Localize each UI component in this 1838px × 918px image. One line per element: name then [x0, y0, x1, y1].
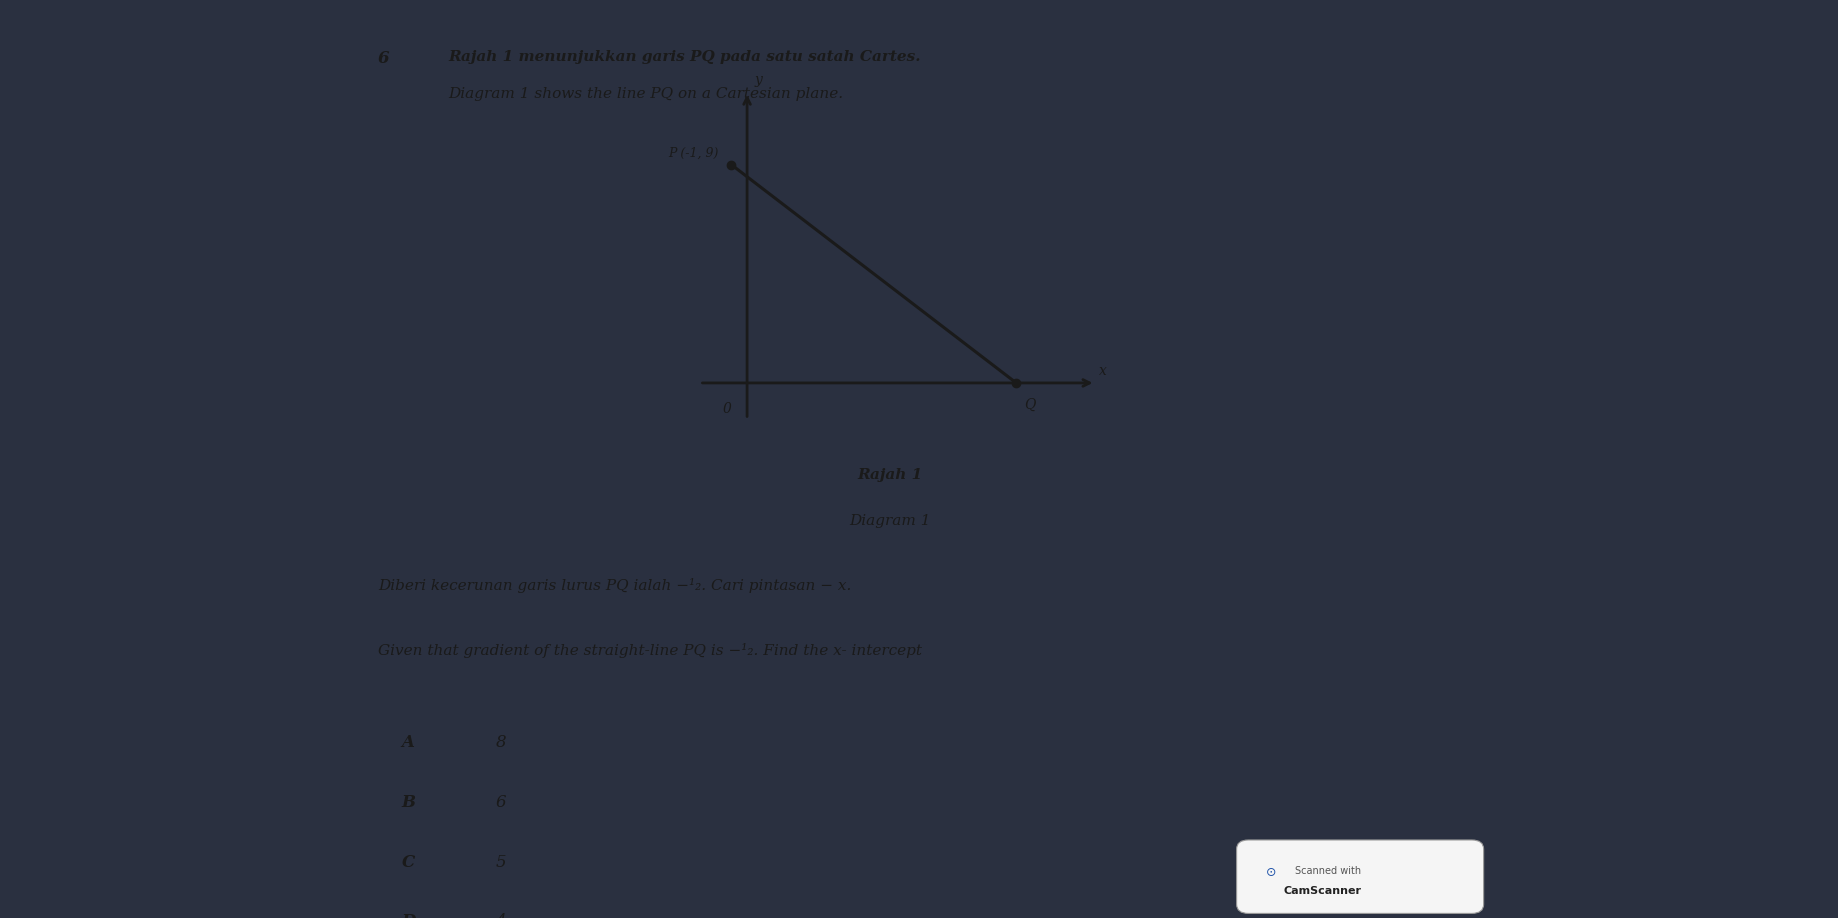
- Text: CamScanner: CamScanner: [1283, 886, 1362, 896]
- Text: Diagram 1: Diagram 1: [849, 514, 930, 528]
- Text: 0: 0: [722, 402, 732, 417]
- Text: Diberi kecerunan garis lurus PQ ialah −¹₂. Cari pintasan − x.: Diberi kecerunan garis lurus PQ ialah −¹…: [379, 578, 851, 593]
- Text: B: B: [401, 794, 415, 812]
- Text: x: x: [1099, 364, 1106, 378]
- Text: Given that gradient of the straight-line PQ is −¹₂. Find the x- intercept: Given that gradient of the straight-line…: [379, 643, 923, 657]
- Text: C: C: [401, 854, 415, 871]
- Text: Diagram 1 shows the line PQ on a Cartesian plane.: Diagram 1 shows the line PQ on a Cartesi…: [448, 87, 844, 101]
- Text: Q: Q: [1024, 397, 1035, 411]
- Text: 4: 4: [496, 913, 505, 918]
- Text: 5: 5: [496, 854, 505, 871]
- Text: y: y: [755, 73, 763, 87]
- Text: 8: 8: [496, 734, 505, 752]
- Text: Rajah 1: Rajah 1: [857, 468, 923, 482]
- FancyBboxPatch shape: [1237, 840, 1483, 913]
- Text: ⊙: ⊙: [1266, 866, 1277, 879]
- Text: 6: 6: [379, 50, 390, 68]
- Text: Scanned with: Scanned with: [1296, 866, 1362, 876]
- Text: Rajah 1 menunjukkan garis PQ pada satu satah Cartes.: Rajah 1 menunjukkan garis PQ pada satu s…: [448, 50, 921, 64]
- Text: A: A: [401, 734, 414, 752]
- Text: 6: 6: [496, 794, 505, 812]
- Text: D: D: [401, 913, 415, 918]
- Text: P (-1, 9): P (-1, 9): [669, 147, 719, 160]
